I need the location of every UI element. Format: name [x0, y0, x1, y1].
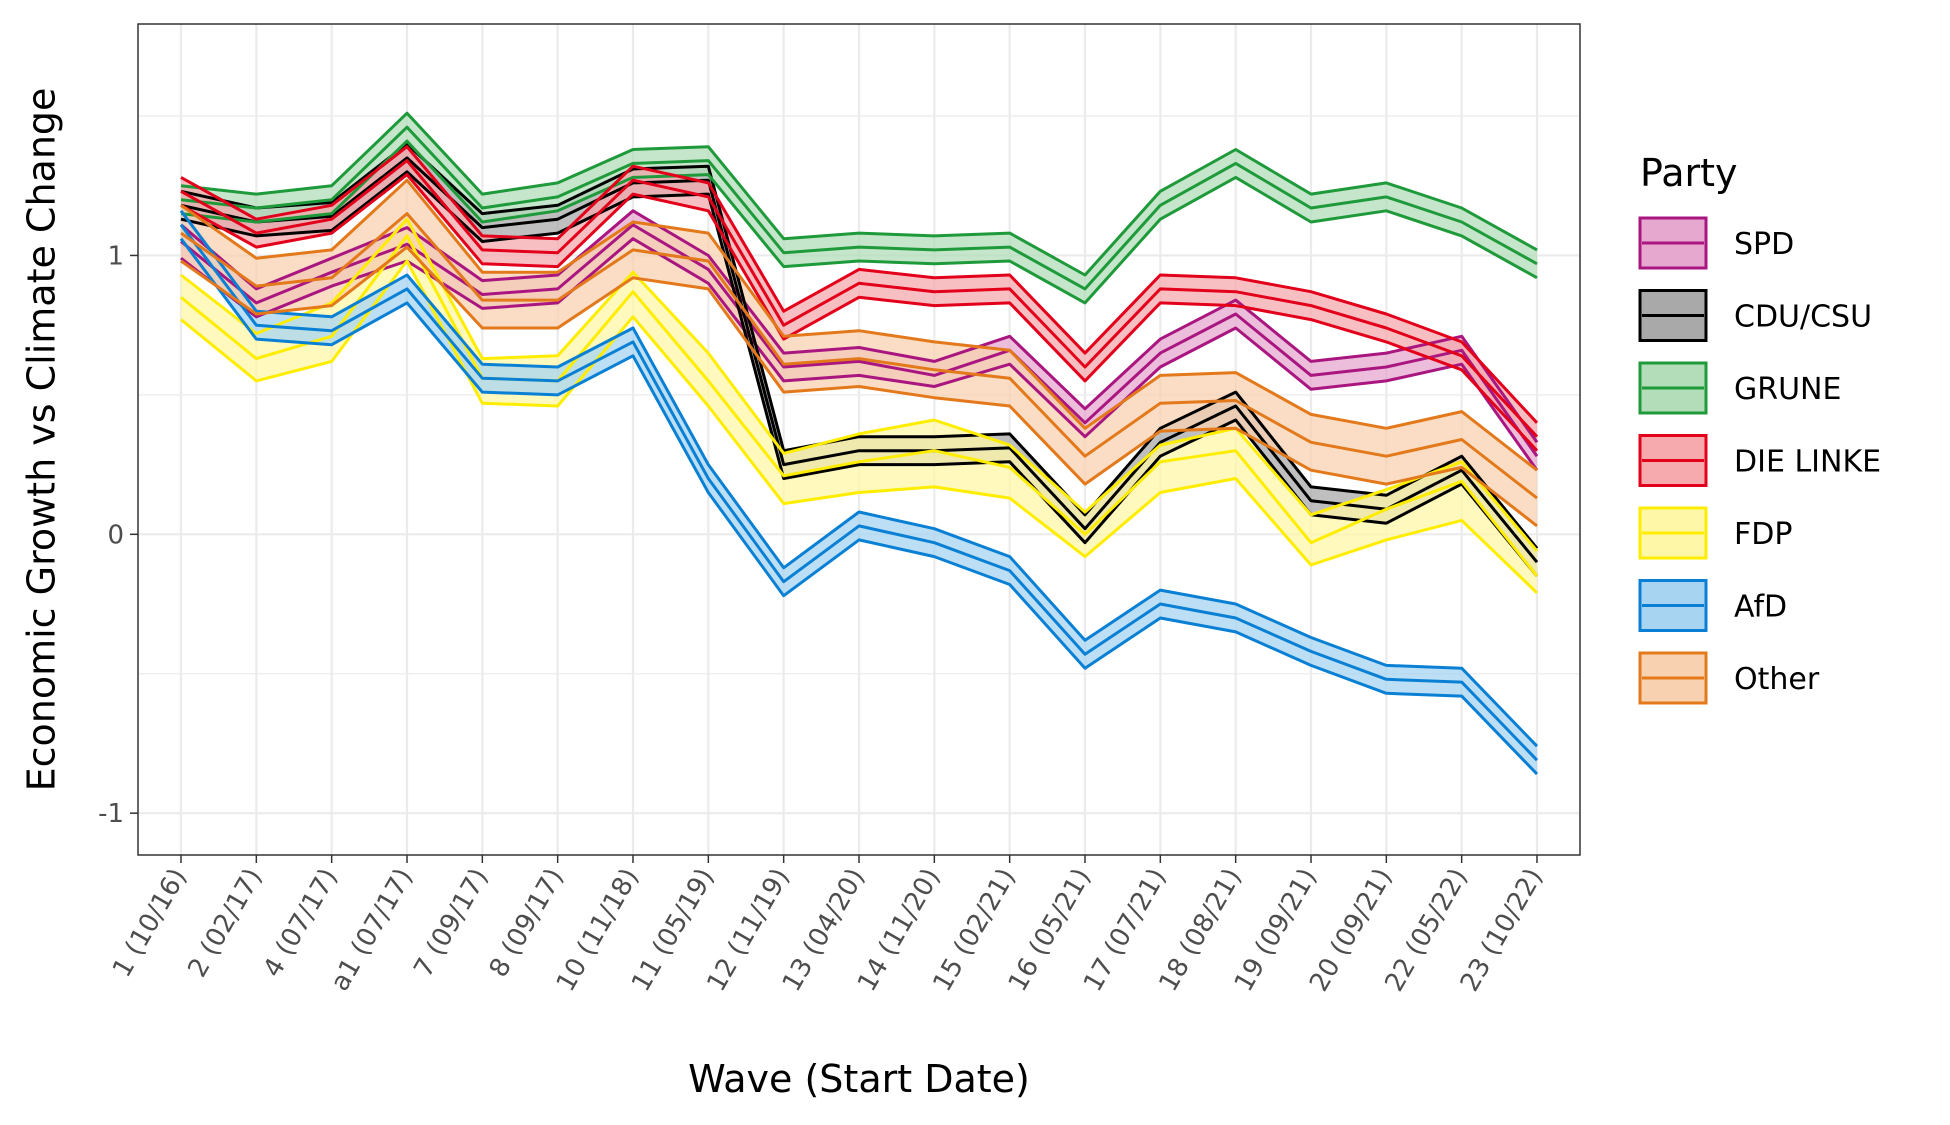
line-fdp	[180, 234, 1539, 578]
line-afd	[179, 223, 1539, 762]
band-lower-fdp	[180, 259, 1539, 594]
legend-label-fdp: FDP	[1734, 517, 1792, 552]
series-lines	[179, 111, 1539, 776]
line-cdu-csu	[180, 156, 1539, 564]
legend-label-other: Other	[1734, 662, 1820, 697]
legend-title: Party	[1640, 151, 1738, 195]
band-lower-grune	[180, 139, 1538, 305]
line-other	[180, 212, 1538, 500]
band-upper-spd	[180, 209, 1539, 444]
line-spd	[180, 223, 1539, 458]
band-other	[181, 180, 1537, 526]
band-upper-fdp	[180, 217, 1539, 552]
line-die-linke	[180, 159, 1539, 438]
band-upper-other	[180, 178, 1538, 472]
band-lower-other	[180, 245, 1538, 528]
line-grune	[180, 125, 1538, 291]
legend-label-spd: SPD	[1734, 227, 1794, 262]
band-upper-die-linke	[180, 145, 1539, 424]
legend: Party SPD CDU/CSU GRUNE DIE LINKE FDP AfD Othe…	[1638, 151, 1881, 705]
legend-label-afd: AfD	[1734, 590, 1787, 625]
y-tick-label: -1	[98, 799, 124, 829]
band-lower-afd	[179, 237, 1539, 776]
band-upper-cdu-csu	[180, 142, 1539, 550]
band-upper-grune	[180, 111, 1538, 277]
legend-label-die-linke: DIE LINKE	[1734, 445, 1881, 480]
band-lower-die-linke	[180, 173, 1539, 452]
y-tick-label: 0	[107, 520, 124, 550]
y-axis-title: Economic Growth vs Climate Change	[20, 88, 64, 792]
y-axis-ticks: -1 0 1	[98, 241, 138, 829]
band-spd	[181, 210, 1537, 471]
legend-label-cdu-csu: CDU/CSU	[1734, 300, 1872, 335]
legend-label-grune: GRUNE	[1734, 372, 1841, 407]
x-axis-title: Wave (Start Date)	[688, 1057, 1030, 1101]
y-tick-label: 1	[107, 241, 124, 271]
band-upper-afd	[179, 209, 1539, 748]
